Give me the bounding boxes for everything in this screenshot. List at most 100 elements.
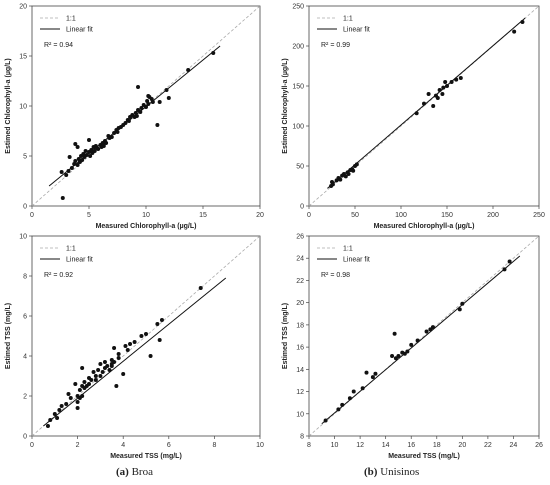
data-point bbox=[351, 168, 356, 173]
x-tick-label: 250 bbox=[533, 212, 545, 219]
data-point bbox=[415, 338, 420, 343]
x-axis-label: Measured TSS (mg/L) bbox=[388, 453, 460, 460]
data-point bbox=[134, 114, 139, 118]
data-point bbox=[93, 378, 98, 382]
data-point bbox=[136, 85, 141, 89]
data-point bbox=[520, 20, 525, 24]
data-point bbox=[96, 368, 101, 372]
data-point bbox=[82, 380, 87, 384]
data-point bbox=[88, 154, 93, 158]
data-point bbox=[370, 375, 375, 380]
data-point bbox=[121, 372, 126, 376]
data-point bbox=[431, 104, 436, 108]
y-axis-label: Estimed Chlorophyll-a (µg/L) bbox=[282, 58, 289, 153]
y-tick-label: 100 bbox=[292, 124, 304, 131]
data-point bbox=[87, 138, 91, 142]
data-point bbox=[80, 366, 85, 370]
x-tick-label: 26 bbox=[535, 442, 543, 449]
data-point bbox=[75, 145, 80, 149]
legend-label-linear-fit: Linear fit bbox=[343, 27, 370, 34]
data-point bbox=[454, 77, 459, 82]
caption-unisinos: (b) Unisinos bbox=[364, 466, 419, 478]
data-point bbox=[123, 121, 128, 125]
data-point bbox=[502, 267, 507, 272]
data-point bbox=[396, 354, 401, 358]
x-tick-label: 22 bbox=[484, 442, 492, 449]
r-squared-annotation: R² = 0.92 bbox=[44, 272, 73, 279]
y-tick-label: 15 bbox=[19, 54, 27, 61]
data-point bbox=[72, 162, 77, 166]
data-point bbox=[128, 342, 133, 346]
data-point bbox=[422, 101, 426, 106]
x-tick-label: 2 bbox=[76, 442, 80, 449]
data-point bbox=[83, 149, 88, 153]
caption-unisinos-label: (b) bbox=[364, 466, 378, 478]
y-axis-label: Estimed TSS (mg/L) bbox=[5, 303, 12, 369]
data-point bbox=[87, 382, 91, 386]
data-point bbox=[77, 388, 82, 392]
data-point bbox=[512, 29, 517, 34]
data-point bbox=[157, 338, 162, 342]
data-point bbox=[449, 80, 454, 84]
y-tick-label: 12 bbox=[296, 389, 304, 396]
y-tick-label: 16 bbox=[296, 345, 304, 352]
legend-label-one-to-one: 1:1 bbox=[66, 16, 76, 23]
data-point bbox=[347, 396, 352, 401]
data-point bbox=[93, 374, 98, 378]
data-point bbox=[75, 406, 80, 410]
data-point bbox=[73, 382, 78, 386]
y-tick-label: 50 bbox=[296, 164, 304, 171]
y-axis-label: Estimed Chlorophyll-a (µg/L) bbox=[5, 58, 12, 153]
data-point bbox=[133, 111, 138, 115]
y-tick-label: 250 bbox=[292, 4, 304, 11]
caption-unisinos-name: Unisinos bbox=[380, 466, 420, 478]
data-point bbox=[340, 402, 345, 407]
data-point bbox=[211, 51, 216, 55]
plot-frame bbox=[308, 5, 540, 207]
x-tick-label: 150 bbox=[441, 212, 453, 219]
data-point bbox=[92, 149, 97, 153]
data-point bbox=[139, 334, 144, 338]
x-tick-label: 10 bbox=[142, 212, 150, 219]
data-point bbox=[150, 100, 155, 104]
data-point bbox=[104, 141, 109, 145]
data-point bbox=[69, 166, 74, 170]
data-point bbox=[66, 169, 71, 173]
data-point bbox=[424, 329, 429, 334]
data-point bbox=[338, 177, 343, 182]
y-tick-label: 10 bbox=[19, 234, 27, 241]
data-point bbox=[59, 404, 64, 408]
data-point bbox=[132, 340, 137, 344]
data-point bbox=[155, 322, 160, 326]
data-point bbox=[115, 130, 120, 134]
x-tick-label: 15 bbox=[199, 212, 207, 219]
data-point bbox=[364, 370, 369, 375]
data-point bbox=[75, 163, 80, 167]
data-point bbox=[390, 354, 395, 358]
data-point bbox=[84, 153, 89, 157]
y-tick-label: 150 bbox=[292, 84, 304, 91]
plot-frame bbox=[31, 235, 261, 437]
data-point bbox=[351, 389, 356, 394]
x-axis-label: Measured TSS (mg/L) bbox=[110, 453, 182, 460]
data-point bbox=[48, 418, 53, 422]
x-tick-label: 6 bbox=[167, 442, 171, 449]
data-point bbox=[441, 85, 446, 90]
data-point bbox=[443, 80, 448, 84]
data-point bbox=[55, 416, 60, 420]
chart-chla-unisinos: 0 50 100 150 200 250 0 50 100 150 200 250 Measured C… bbox=[282, 4, 545, 231]
y-tick-label: 0 bbox=[300, 204, 304, 211]
plot-frame bbox=[308, 235, 540, 437]
y-tick-label: 0 bbox=[23, 204, 27, 211]
data-point bbox=[507, 259, 512, 264]
data-point bbox=[336, 407, 341, 412]
data-point bbox=[346, 172, 351, 176]
y-tick-label: 14 bbox=[296, 367, 304, 374]
linear-fit-line bbox=[327, 17, 526, 189]
data-point bbox=[91, 370, 96, 374]
data-point bbox=[112, 346, 117, 350]
data-point bbox=[323, 418, 328, 423]
data-point bbox=[67, 155, 72, 159]
data-point bbox=[146, 94, 151, 98]
r-squared-annotation: R² = 0.99 bbox=[321, 42, 350, 49]
